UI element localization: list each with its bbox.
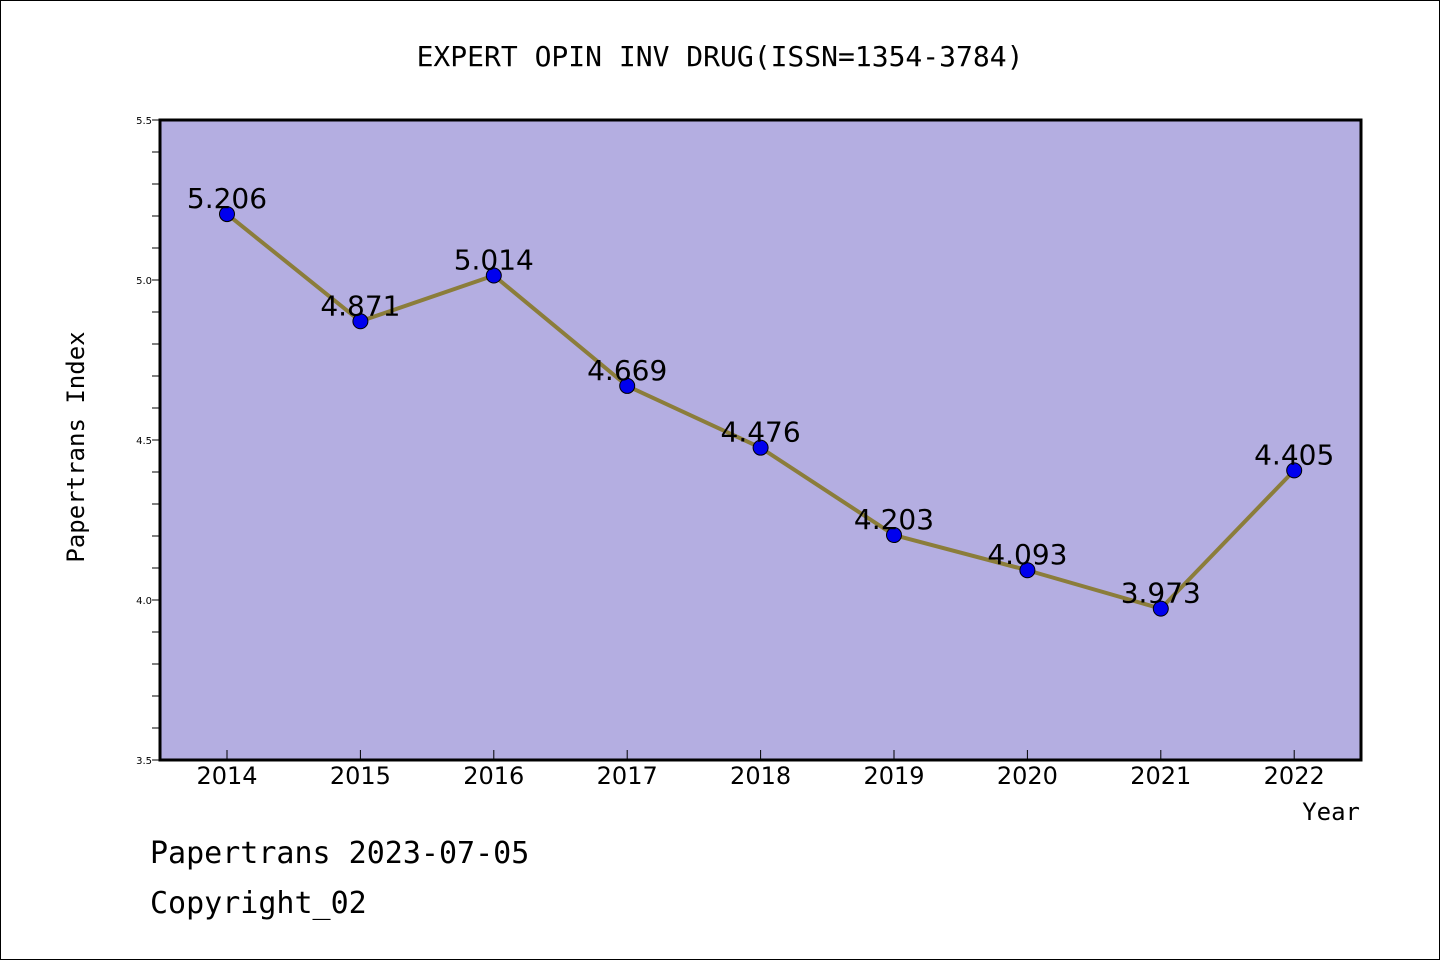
data-point xyxy=(1152,600,1169,617)
data-point xyxy=(619,377,636,394)
x-tick-label: 2022 xyxy=(1264,762,1325,790)
x-tick-label: 2014 xyxy=(196,762,257,790)
data-point xyxy=(1286,462,1303,479)
y-tick-label: 5.0 xyxy=(136,276,152,287)
data-point xyxy=(886,527,902,544)
data-label: 4.871 xyxy=(320,289,400,322)
data-point xyxy=(352,313,369,330)
data-label: 5.206 xyxy=(187,182,267,215)
data-point xyxy=(485,267,502,284)
data-point xyxy=(219,206,235,223)
x-axis: 2014 2015 2016 2017 2018 2019 2020 2021 2022 xyxy=(196,750,1325,790)
x-tick-label: 2015 xyxy=(330,762,391,790)
data-label: 4.669 xyxy=(587,354,667,387)
footer-date: Papertrans 2023-07-05 xyxy=(150,836,529,871)
x-tick-label: 2017 xyxy=(597,762,658,790)
x-tick-label: 2016 xyxy=(463,762,524,790)
chart-title: EXPERT OPIN INV DRUG(ISSN=1354-3784) xyxy=(417,40,1024,73)
y-axis: 3.5 4.0 4.5 5.0 5.5 xyxy=(136,116,159,767)
data-label: 5.014 xyxy=(454,244,534,277)
y-tick-label: 4.5 xyxy=(136,436,152,447)
data-label: 3.973 xyxy=(1121,577,1201,610)
data-label: 4.203 xyxy=(854,503,934,536)
x-tick-label: 2021 xyxy=(1130,762,1191,790)
data-label: 4.476 xyxy=(721,416,801,449)
x-tick-label: 2019 xyxy=(863,762,924,790)
data-label: 4.405 xyxy=(1254,438,1334,471)
y-tick-label: 3.5 xyxy=(136,756,152,767)
y-axis-label: Papertrans Index xyxy=(62,331,90,562)
x-tick-label: 2018 xyxy=(730,762,791,790)
data-label: 4.093 xyxy=(987,538,1067,571)
data-point xyxy=(752,439,769,456)
x-tick-label: 2020 xyxy=(997,762,1058,790)
y-tick-label: 4.0 xyxy=(136,596,152,607)
series-layer: 5.206 4.871 5.014 4.669 4.476 4.203 4.093 3.973… xyxy=(187,182,1334,617)
y-tick-label: 5.5 xyxy=(136,116,152,127)
footer-copyright: Copyright_02 xyxy=(150,886,367,921)
data-point xyxy=(1019,562,1036,579)
x-axis-label: Year xyxy=(1302,798,1360,826)
